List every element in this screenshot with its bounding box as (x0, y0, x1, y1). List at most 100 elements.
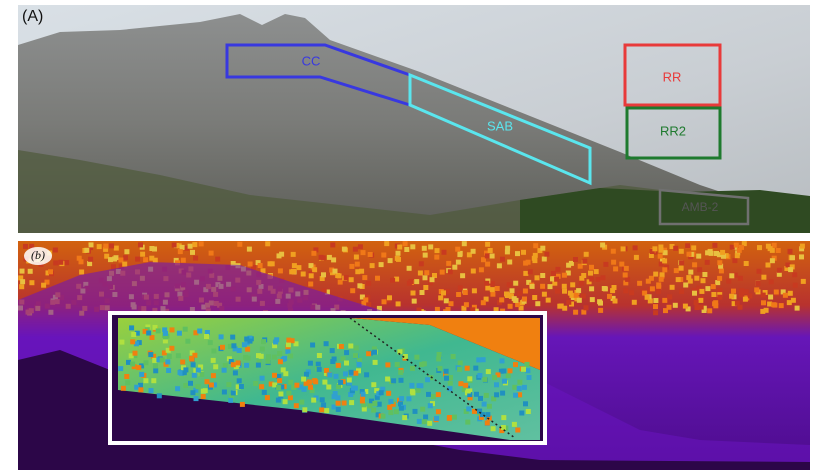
noise-cell (136, 365, 141, 370)
noise-cell (653, 304, 658, 309)
noise-cell (431, 394, 436, 399)
noise-cell (409, 383, 414, 388)
noise-cell (788, 267, 793, 272)
noise-cell (354, 255, 359, 260)
noise-cell (53, 260, 58, 265)
noise-cell (485, 412, 490, 417)
noise-cell (566, 263, 571, 268)
noise-cell (653, 298, 658, 303)
noise-cell (521, 367, 526, 372)
noise-cell (662, 258, 667, 263)
noise-cell (530, 284, 535, 289)
noise-cell (394, 409, 399, 414)
noise-cell (505, 249, 510, 254)
noise-cell (123, 255, 128, 260)
noise-cell (146, 331, 151, 336)
noise-cell (317, 367, 322, 372)
noise-cell (801, 279, 806, 284)
noise-cell (309, 273, 314, 278)
noise-cell (422, 246, 427, 251)
noise-cell (399, 406, 404, 411)
noise-cell (316, 362, 321, 367)
noise-cell (673, 303, 678, 308)
noise-cell (197, 329, 202, 334)
noise-cell (413, 409, 418, 414)
noise-cell (603, 262, 608, 267)
noise-cell (683, 304, 688, 309)
noise-cell (719, 268, 724, 273)
noise-cell (338, 280, 343, 285)
noise-cell (387, 295, 392, 300)
noise-cell (761, 300, 766, 305)
noise-cell (181, 258, 186, 263)
noise-cell (121, 386, 126, 391)
noise-cell (423, 275, 428, 280)
noise-cell (53, 248, 58, 253)
noise-cell (589, 277, 594, 282)
noise-cell (629, 290, 634, 295)
noise-cell (601, 275, 606, 280)
noise-cell (472, 288, 477, 293)
noise-cell (183, 327, 188, 332)
noise-cell (694, 276, 699, 281)
noise-cell (167, 354, 172, 359)
noise-cell (193, 256, 198, 261)
noise-cell (436, 392, 441, 397)
noise-cell (140, 252, 145, 257)
noise-cell (777, 268, 782, 273)
noise-cell (319, 407, 324, 412)
noise-cell (364, 372, 369, 377)
noise-cell (754, 287, 759, 292)
region-label: AMB-2 (682, 200, 719, 214)
noise-cell (670, 285, 675, 290)
noise-cell (204, 334, 209, 339)
noise-cell (526, 409, 531, 414)
noise-cell (679, 249, 684, 254)
noise-cell (375, 276, 380, 281)
noise-cell (130, 339, 135, 344)
noise-cell (357, 362, 362, 367)
noise-cell (215, 257, 220, 262)
noise-cell (188, 244, 193, 249)
noise-cell (744, 261, 749, 266)
noise-cell (333, 269, 338, 274)
noise-cell (658, 254, 663, 259)
noise-cell (324, 341, 329, 346)
figure: (A) CC SAB RR RR2 AMB-2 (b) (0, 0, 825, 473)
noise-cell (170, 327, 175, 332)
noise-cell (310, 343, 315, 348)
noise-cell (395, 362, 400, 367)
noise-cell (562, 273, 567, 278)
noise-cell (304, 372, 309, 377)
noise-cell (662, 267, 667, 272)
noise-cell (124, 374, 129, 379)
noise-cell (734, 243, 739, 248)
noise-cell (659, 248, 664, 253)
noise-cell (513, 362, 518, 367)
noise-cell (311, 251, 316, 256)
noise-cell (624, 266, 629, 271)
noise-cell (712, 243, 717, 248)
noise-cell (566, 300, 571, 305)
noise-cell (729, 294, 734, 299)
noise-cell (222, 390, 227, 395)
noise-cell (471, 249, 476, 254)
noise-cell (497, 263, 502, 268)
noise-cell (705, 260, 710, 265)
noise-cell (414, 279, 419, 284)
noise-cell (487, 404, 492, 409)
noise-cell (485, 253, 490, 258)
noise-cell (403, 241, 408, 246)
noise-cell (239, 384, 244, 389)
noise-cell (386, 391, 391, 396)
noise-cell (278, 392, 283, 397)
noise-cell (97, 244, 102, 249)
noise-cell (451, 354, 456, 359)
noise-cell (196, 384, 201, 389)
noise-cell (532, 256, 537, 261)
noise-cell (466, 389, 471, 394)
noise-cell (436, 409, 441, 414)
noise-cell (289, 269, 294, 274)
noise-cell (449, 301, 454, 306)
noise-cell (407, 266, 412, 271)
